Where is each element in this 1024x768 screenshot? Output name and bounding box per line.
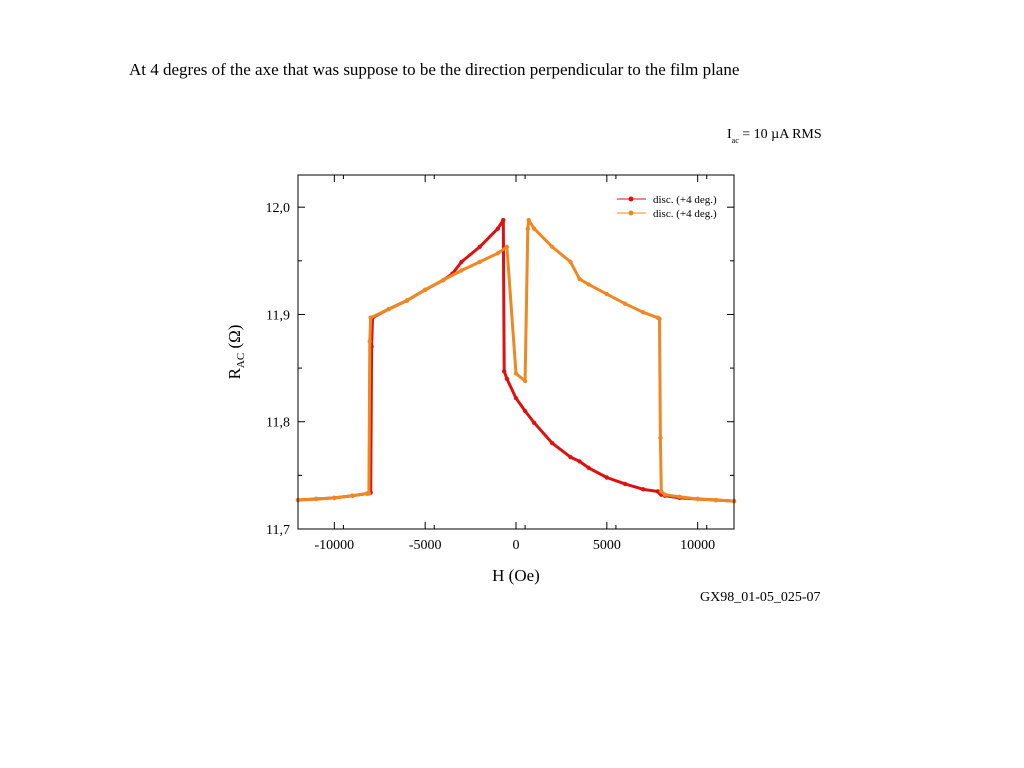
data-point	[513, 395, 519, 401]
data-point	[622, 301, 628, 306]
data-point	[495, 251, 501, 256]
y-tick-label: 11,9	[266, 308, 290, 323]
data-point	[459, 259, 464, 265]
x-tick-label: 0	[513, 538, 520, 553]
data-point	[659, 489, 664, 494]
data-point	[313, 496, 319, 502]
data-point	[550, 244, 555, 250]
data-point	[522, 408, 528, 414]
data-point	[713, 497, 719, 503]
current-annotation: Iac = 10 µA RMS	[727, 127, 822, 145]
legend-label-1: disc. (+4 deg.)	[653, 194, 717, 206]
data-point	[459, 268, 464, 273]
data-point	[604, 475, 610, 480]
legend-marker-1	[628, 196, 634, 202]
sample-id: GX98_01-05_025-07	[700, 590, 821, 605]
data-point	[522, 378, 528, 384]
data-point	[568, 259, 573, 265]
data-point	[350, 493, 355, 498]
data-point	[640, 310, 646, 315]
data-point	[622, 481, 628, 487]
legend-marker-2	[628, 210, 634, 216]
x-tick-label: 10000	[680, 538, 715, 553]
x-tick-label: -5000	[409, 538, 442, 553]
data-point	[404, 298, 410, 303]
data-point	[504, 376, 510, 382]
data-point	[513, 371, 519, 376]
y-axis-label-sub: AC	[235, 353, 247, 368]
plot-frame	[297, 174, 735, 530]
y-tick-label: 11,8	[266, 416, 290, 431]
data-point	[525, 226, 531, 231]
y-tick-label: 11,7	[266, 523, 290, 538]
data-point	[501, 217, 506, 223]
page-title: At 4 degres of the axe that was suppose …	[129, 60, 740, 79]
data-point	[586, 282, 591, 287]
data-point	[367, 339, 372, 344]
x-tick-label: -10000	[314, 538, 354, 553]
data-point	[441, 277, 446, 283]
data-point	[526, 217, 531, 223]
y-tick-label: 12,0	[266, 201, 291, 216]
current-value: = 10 µA RMS	[738, 127, 822, 142]
data-point	[477, 244, 482, 250]
data-point	[368, 315, 373, 320]
y-axis-label-unit: (Ω)	[225, 325, 244, 353]
series-layer	[295, 217, 737, 504]
data-point	[501, 369, 507, 374]
data-point	[658, 435, 663, 441]
data-point	[366, 491, 372, 496]
data-point	[695, 496, 700, 502]
series-line-2	[297, 218, 735, 503]
data-point	[422, 287, 428, 292]
x-axis-label: H (Oe)	[492, 566, 540, 585]
data-point	[677, 494, 682, 500]
data-point	[568, 454, 573, 460]
data-point	[332, 495, 337, 501]
data-point	[586, 465, 591, 471]
data-point	[662, 492, 668, 497]
data-point	[495, 226, 501, 231]
ticks-layer: -10000 -5000 0 5000 10000 11,7 11,8 11,9 12,0	[266, 175, 734, 553]
y-axis-label-main: R	[225, 367, 244, 379]
current-symbol: I	[727, 127, 732, 142]
data-point	[477, 259, 482, 265]
x-tick-label: 5000	[593, 538, 621, 553]
data-point	[531, 420, 537, 425]
data-point	[604, 291, 610, 297]
data-point	[577, 459, 582, 464]
legend-label-2: disc. (+4 deg.)	[653, 208, 717, 220]
y-axis-label: RAC (Ω)	[225, 325, 247, 380]
data-point	[504, 244, 510, 250]
data-point	[640, 487, 646, 492]
data-point	[550, 440, 555, 446]
data-point	[531, 226, 537, 231]
legend: disc. (+4 deg.) disc. (+4 deg.)	[617, 194, 717, 220]
data-point	[577, 276, 582, 282]
data-point	[657, 316, 662, 321]
current-subscript: ac	[731, 136, 739, 145]
data-point	[386, 306, 392, 312]
